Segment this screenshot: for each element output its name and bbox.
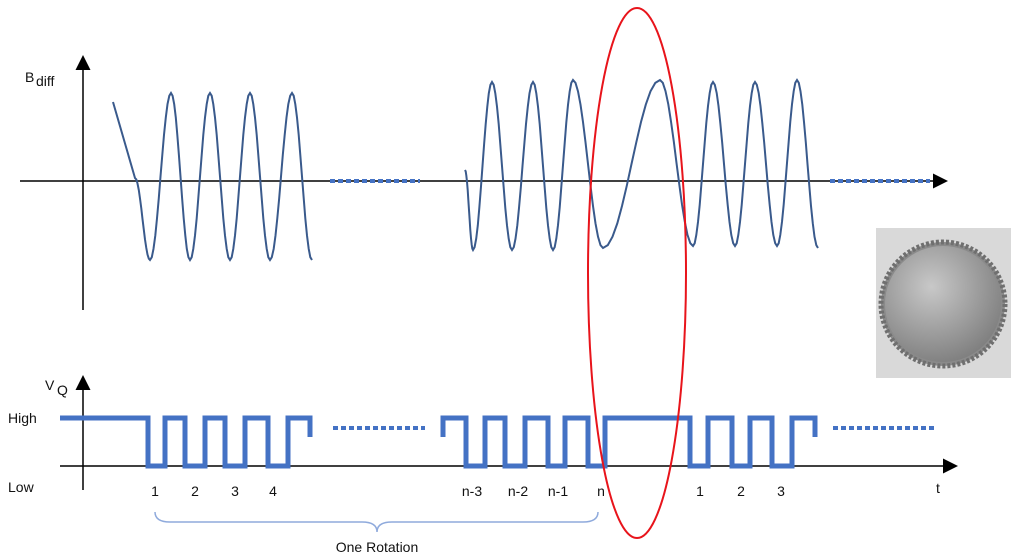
gear-image — [876, 228, 1011, 378]
axis-subscript: diff — [36, 73, 55, 89]
wave — [113, 93, 312, 260]
pulse-labels: 1 2 3 4 n-3 n-2 n-1 n 1 2 3 — [151, 483, 785, 499]
gear-disc — [885, 246, 1001, 362]
pulse-label: 4 — [269, 483, 277, 499]
pulse-label: n-3 — [462, 483, 482, 499]
pulse-label: n — [597, 483, 605, 499]
level-label: Low — [8, 479, 35, 495]
brace-label: One Rotation — [336, 539, 419, 555]
pulse-train — [443, 418, 815, 466]
pulse-label: 3 — [231, 483, 239, 499]
pulse-label: 2 — [737, 483, 745, 499]
axis-label: B — [25, 69, 34, 85]
pulse-label: 3 — [777, 483, 785, 499]
pulse-label: n-1 — [548, 483, 568, 499]
pulse-label: 1 — [151, 483, 159, 499]
time-label: t — [936, 480, 940, 496]
axis-subscript: Q — [57, 382, 68, 398]
pulse-train — [60, 418, 310, 466]
highlight-ellipse — [588, 8, 686, 538]
waveforms — [113, 80, 818, 260]
level-label: High — [8, 410, 37, 426]
brace — [155, 512, 598, 532]
axis-label: V — [45, 377, 55, 393]
pulse-label: n-2 — [508, 483, 528, 499]
diagram: B diff V Q High Low t 1234n-3n-2n-1n123 … — [0, 0, 1015, 555]
square-wave — [60, 418, 815, 466]
pulse-label: 1 — [696, 483, 704, 499]
wave — [465, 80, 818, 250]
pulse-label: 2 — [191, 483, 199, 499]
